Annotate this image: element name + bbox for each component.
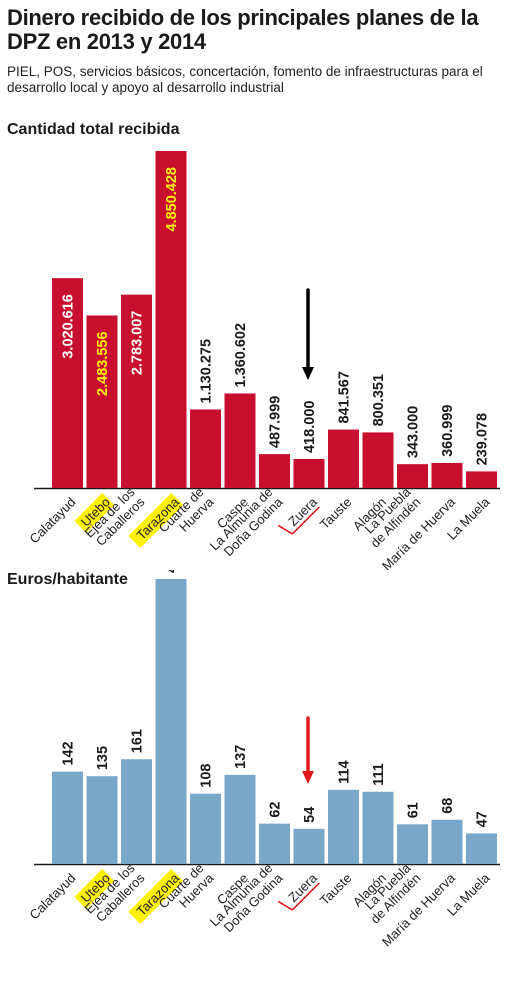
value-label-tauste: 114 xyxy=(337,760,353,783)
value-label-la-muela: 47 xyxy=(475,811,491,827)
value-label-ejea-de-los-caballeros: 2.783.007 xyxy=(130,311,146,376)
value-label-zuera: 418.000 xyxy=(302,401,318,453)
bar-maria-de-huerva xyxy=(431,819,463,864)
value-label-tarazona: 4.850.428 xyxy=(164,167,180,232)
zuera-underline-mark xyxy=(277,882,320,911)
bar-la-almunia-de-dona-godina xyxy=(259,454,290,488)
value-label-la-almunia-de-dona-godina: 62 xyxy=(268,802,284,818)
value-label-utebo: 2.483.556 xyxy=(95,331,111,396)
category-text-tauste: Tauste xyxy=(317,870,355,908)
value-label-la-puebla-de-alfinden: 343.000 xyxy=(406,406,422,458)
bar-cuarte-de-huerva xyxy=(190,409,221,488)
category-text-calatayud: Calatayud xyxy=(26,870,78,922)
bar-alagon xyxy=(362,791,394,864)
per-capita-chart-title: Euros/habitante xyxy=(7,571,128,588)
value-label-maria-de-huerva: 360.999 xyxy=(440,404,456,456)
bar-caspe xyxy=(224,774,256,864)
value-label-alagon: 800.351 xyxy=(371,374,387,426)
highlight-utebo xyxy=(74,492,115,533)
bar-zuera xyxy=(293,828,325,864)
value-label-tarazona: 438 xyxy=(164,570,180,573)
category-text-tauste: Tauste xyxy=(317,494,355,532)
bar-alagon xyxy=(362,432,394,488)
bar-utebo xyxy=(86,776,118,864)
bar-cuarte-de-huerva xyxy=(190,793,221,864)
value-label-caspe: 1.360.602 xyxy=(233,323,249,388)
category-label-calatayud: Calatayud xyxy=(26,494,78,546)
bar-la-muela xyxy=(466,471,497,488)
bar-tarazona xyxy=(155,579,187,864)
value-label-calatayud: 3.020.616 xyxy=(61,294,77,359)
value-label-cuarte-de-huerva: 108 xyxy=(199,764,215,788)
highlight-utebo xyxy=(74,868,115,909)
chart-subtitle: PIEL, POS, servicios básicos, concertaci… xyxy=(7,64,483,95)
value-label-calatayud: 142 xyxy=(61,741,77,765)
category-label-calatayud: Calatayud xyxy=(26,870,78,922)
bar-tauste xyxy=(328,789,359,864)
bar-la-puebla-de-alfinden xyxy=(397,824,428,864)
value-label-ejea-de-los-caballeros: 161 xyxy=(130,729,146,753)
value-label-caspe: 137 xyxy=(233,745,249,769)
value-label-utebo: 135 xyxy=(95,746,111,770)
value-label-cuarte-de-huerva: 1.130.275 xyxy=(199,339,215,404)
arrow-head xyxy=(302,367,314,380)
bar-maria-de-huerva xyxy=(431,462,463,488)
value-label-tauste: 841.567 xyxy=(337,371,353,423)
bar-ejea-de-los-caballeros xyxy=(121,759,152,864)
value-label-zuera: 54 xyxy=(302,807,318,823)
red-check-mark xyxy=(277,506,320,535)
category-label-tauste: Tauste xyxy=(317,494,355,532)
category-label-tauste: Tauste xyxy=(317,870,355,908)
bar-tauste xyxy=(328,429,359,488)
value-label-maria-de-huerva: 68 xyxy=(440,798,456,814)
value-label-la-almunia-de-dona-godina: 487.999 xyxy=(268,396,284,448)
highlight-tarazona xyxy=(128,492,184,548)
bar-calatayud xyxy=(52,771,83,864)
bar-tarazona xyxy=(155,151,187,488)
bar-la-puebla-de-alfinden xyxy=(397,464,428,488)
value-label-la-muela: 239.078 xyxy=(475,413,491,465)
bar-la-muela xyxy=(466,833,497,864)
arrow-head xyxy=(302,771,314,784)
bar-calatayud xyxy=(52,278,83,488)
red-check-mark xyxy=(277,882,320,911)
value-label-la-puebla-de-alfinden: 61 xyxy=(406,802,422,818)
bar-utebo xyxy=(86,315,118,488)
category-text-calatayud: Calatayud xyxy=(26,494,78,546)
highlight-tarazona xyxy=(128,868,184,924)
chart-title: Dinero recibido de los principales plane… xyxy=(7,5,479,54)
bar-caspe xyxy=(224,393,256,488)
zuera-underline-mark xyxy=(277,506,320,535)
bar-ejea-de-los-caballeros xyxy=(121,294,152,488)
bar-zuera xyxy=(293,458,325,488)
total-chart-title: Cantidad total recibida xyxy=(7,121,180,138)
bar-la-almunia-de-dona-godina xyxy=(259,823,290,864)
total-amount-bar-chart: 3.020.616Calatayud2.483.556Utebo2.783.00… xyxy=(26,151,500,570)
value-label-alagon: 111 xyxy=(371,763,387,786)
